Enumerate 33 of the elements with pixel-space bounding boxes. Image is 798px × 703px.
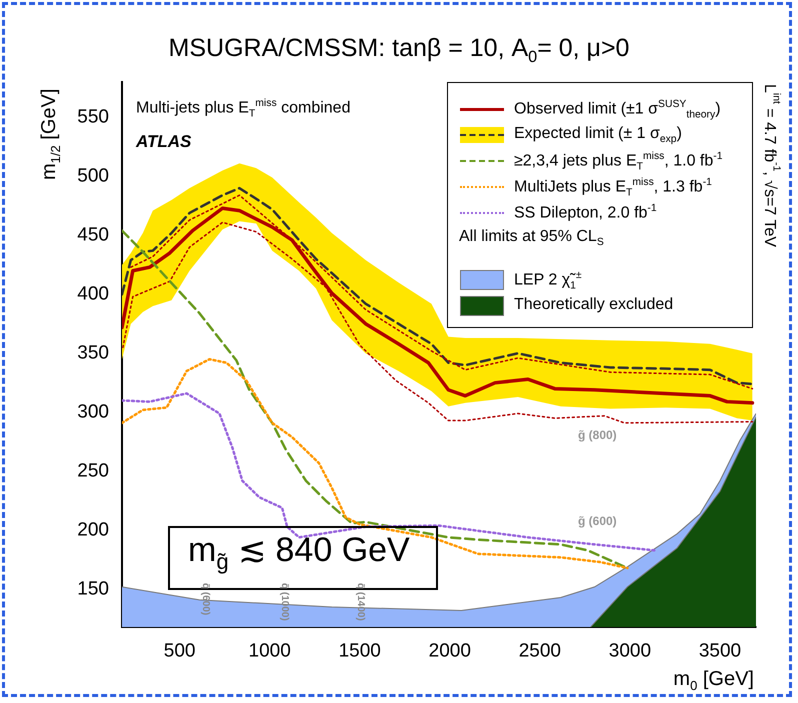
x-axis-title: m$_{0}$ [GeV] (673, 668, 754, 693)
legend-label: ≥2,3,4 jets plus E$_{T}$$^{miss}$, 1.0 fb$^{-1}$ (514, 151, 723, 173)
x-tick-label: 2000 (428, 640, 471, 662)
x-tick-label: 3500 (698, 640, 742, 662)
x-tick-label: 1000 (248, 640, 291, 662)
x-tick-label: 2500 (518, 640, 562, 662)
legend-label: Theoretically excluded (514, 296, 674, 314)
annotation: m$_{g̃}$ ≲ 840 GeV (188, 531, 410, 574)
annotation: All limits at 95% CL$_{S}$ (459, 228, 604, 248)
legend-label: SS Dilepton, 2.0 fb$^{-1}$ (514, 203, 657, 222)
y-tick-label: 200 (77, 520, 109, 541)
annotation: g̃ (800) (578, 428, 617, 442)
annotation: g̃ (600) (578, 514, 617, 528)
y-tick-label: 150 (77, 578, 109, 600)
annotation: q̃ (1000) (279, 583, 290, 621)
legend-label: MultiJets plus E$_{T}$$^{miss}$, 1.3 fb$^{-1}$ (514, 177, 712, 199)
annotation: ATLAS (136, 132, 192, 152)
y-tick-label: 250 (77, 460, 109, 482)
legend-label: Observed limit (±1 σ$^{SUSY}$$_{theory}$) (514, 99, 721, 121)
y-tick-label: 500 (77, 166, 109, 187)
x-tick-label: 500 (164, 640, 196, 662)
annotation: Multi-jets plus E$_{T}$$^{miss}$ combined (136, 98, 350, 120)
annotation: q̃ (600) (200, 583, 211, 616)
chart-title: MSUGRA/CMSSM: tanβ = 10, A$_{0}$= 0, μ>0 (168, 34, 630, 67)
y-tick-label: 450 (77, 224, 109, 246)
y-tick-label: 350 (77, 342, 109, 364)
x-tick-label: 3000 (608, 640, 652, 662)
x-tick-label: 1500 (338, 640, 381, 662)
annotation: q̃ (1400) (355, 583, 366, 621)
legend-label: Expected limit (± 1 σ$_{exp}$) (514, 125, 682, 146)
y-tick-label: 550 (77, 106, 109, 128)
y-tick-label: 400 (77, 284, 109, 305)
y-tick-label: 300 (77, 402, 109, 423)
